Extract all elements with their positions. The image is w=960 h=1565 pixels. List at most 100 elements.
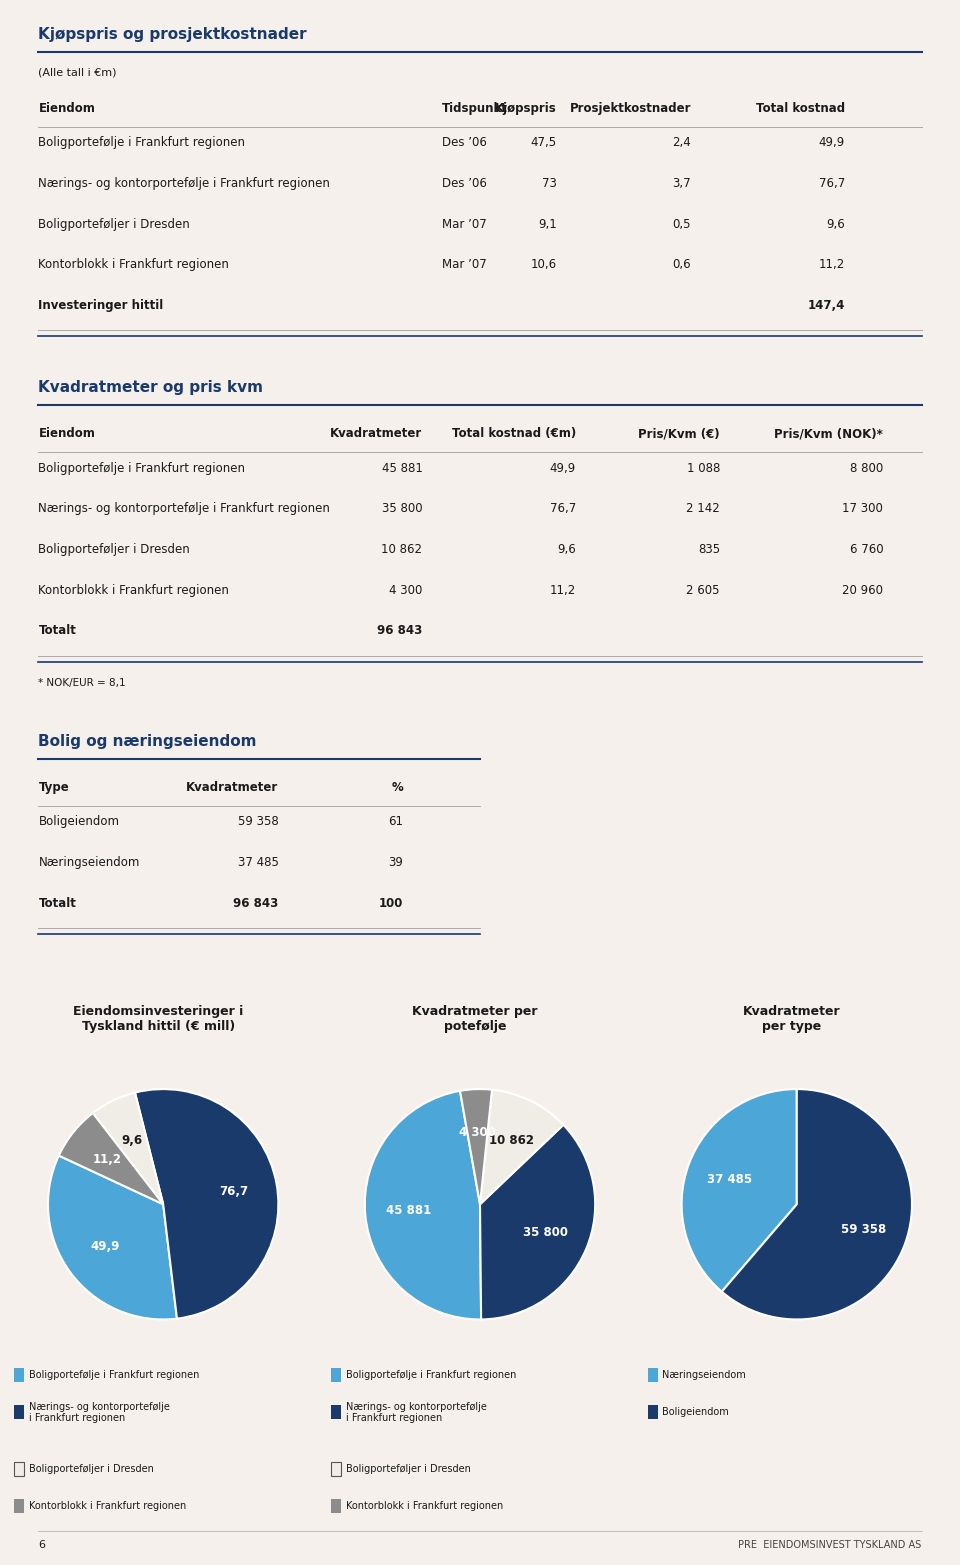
Text: Nærings- og kontorportefølje
i Frankfurt regionen: Nærings- og kontorportefølje i Frankfurt… <box>346 1402 487 1423</box>
Text: Pris/Kvm (€): Pris/Kvm (€) <box>638 427 720 440</box>
Bar <box>331 1499 341 1513</box>
Text: Boligportefølje i Frankfurt regionen: Boligportefølje i Frankfurt regionen <box>346 1369 516 1380</box>
Text: 835: 835 <box>698 543 720 556</box>
Text: Totalt: Totalt <box>38 624 76 637</box>
Text: Nærings- og kontorportefølje
i Frankfurt regionen: Nærings- og kontorportefølje i Frankfurt… <box>29 1402 170 1423</box>
Text: PRE  EIENDOMSINVEST TYSKLAND AS: PRE EIENDOMSINVEST TYSKLAND AS <box>738 1540 922 1549</box>
Text: Næringseiendom: Næringseiendom <box>38 856 140 869</box>
Text: 1 088: 1 088 <box>686 462 720 474</box>
Text: 9,1: 9,1 <box>538 218 557 230</box>
Text: 4 300: 4 300 <box>389 584 422 596</box>
Bar <box>14 1499 24 1513</box>
Wedge shape <box>460 1089 492 1205</box>
Wedge shape <box>682 1089 797 1291</box>
Text: 6: 6 <box>38 1540 45 1549</box>
Text: 37 485: 37 485 <box>237 856 278 869</box>
Text: 35 800: 35 800 <box>523 1225 568 1238</box>
Text: 3,7: 3,7 <box>673 177 691 189</box>
Text: 73: 73 <box>542 177 557 189</box>
Text: Kjøpspris og prosjektkostnader: Kjøpspris og prosjektkostnader <box>38 27 307 42</box>
Wedge shape <box>722 1089 912 1319</box>
Text: Boligporteføljer i Dresden: Boligporteføljer i Dresden <box>38 543 190 556</box>
Text: 11,2: 11,2 <box>550 584 576 596</box>
Text: Boligporteføljer i Dresden: Boligporteføljer i Dresden <box>38 218 190 230</box>
Text: Kontorblokk i Frankfurt regionen: Kontorblokk i Frankfurt regionen <box>38 258 229 271</box>
Text: 49,9: 49,9 <box>550 462 576 474</box>
Bar <box>14 1405 24 1419</box>
Bar <box>331 1368 341 1382</box>
Text: 6 760: 6 760 <box>850 543 883 556</box>
Text: 10 862: 10 862 <box>489 1133 534 1147</box>
Text: Kvadratmeter: Kvadratmeter <box>186 781 278 793</box>
Text: Des ’06: Des ’06 <box>442 136 487 149</box>
Text: 76,7: 76,7 <box>219 1185 248 1197</box>
Text: Kvadratmeter: Kvadratmeter <box>330 427 422 440</box>
Text: 2 142: 2 142 <box>686 502 720 515</box>
Bar <box>14 1462 24 1476</box>
Text: 45 881: 45 881 <box>386 1205 431 1218</box>
Text: 9,6: 9,6 <box>557 543 576 556</box>
Text: 8 800: 8 800 <box>850 462 883 474</box>
Text: 96 843: 96 843 <box>233 897 278 909</box>
Text: Kvadratmeter per
potefølje: Kvadratmeter per potefølje <box>413 1005 538 1033</box>
Text: Kontorblokk i Frankfurt regionen: Kontorblokk i Frankfurt regionen <box>346 1501 503 1512</box>
Wedge shape <box>59 1113 163 1205</box>
Bar <box>648 1368 658 1382</box>
Text: 96 843: 96 843 <box>377 624 422 637</box>
Text: Tidspunkt: Tidspunkt <box>442 102 508 114</box>
Text: 9,6: 9,6 <box>121 1133 142 1147</box>
Text: 2 605: 2 605 <box>686 584 720 596</box>
Text: Næringseiendom: Næringseiendom <box>662 1369 746 1380</box>
Text: 76,7: 76,7 <box>550 502 576 515</box>
Text: 17 300: 17 300 <box>842 502 883 515</box>
Bar <box>14 1368 24 1382</box>
Text: Type: Type <box>38 781 69 793</box>
Text: Boligportefølje i Frankfurt regionen: Boligportefølje i Frankfurt regionen <box>38 462 246 474</box>
Text: 47,5: 47,5 <box>531 136 557 149</box>
Text: Boligeiendom: Boligeiendom <box>38 815 119 828</box>
Text: Eiendomsinvesteringer i
Tyskland hittil (€ mill): Eiendomsinvesteringer i Tyskland hittil … <box>73 1005 244 1033</box>
Text: Totalt: Totalt <box>38 897 76 909</box>
Text: Nærings- og kontorportefølje i Frankfurt regionen: Nærings- og kontorportefølje i Frankfurt… <box>38 177 330 189</box>
Text: %: % <box>392 781 403 793</box>
Text: Des ’06: Des ’06 <box>442 177 487 189</box>
Text: 45 881: 45 881 <box>381 462 422 474</box>
Text: Boligporteføljer i Dresden: Boligporteføljer i Dresden <box>346 1463 470 1474</box>
Text: Pris/Kvm (NOK)*: Pris/Kvm (NOK)* <box>775 427 883 440</box>
Text: 9,6: 9,6 <box>826 218 845 230</box>
Text: Boligeiendom: Boligeiendom <box>662 1407 730 1418</box>
Text: Kvadratmeter og pris kvm: Kvadratmeter og pris kvm <box>38 380 263 396</box>
Text: 100: 100 <box>379 897 403 909</box>
Text: Eiendom: Eiendom <box>38 102 95 114</box>
Bar <box>648 1405 658 1419</box>
Text: Eiendom: Eiendom <box>38 427 95 440</box>
Text: 11,2: 11,2 <box>93 1153 122 1166</box>
Text: Prosjektkostnader: Prosjektkostnader <box>569 102 691 114</box>
Text: Nærings- og kontorportefølje i Frankfurt regionen: Nærings- og kontorportefølje i Frankfurt… <box>38 502 330 515</box>
Text: * NOK/EUR = 8,1: * NOK/EUR = 8,1 <box>38 678 126 687</box>
Text: 4 300: 4 300 <box>459 1127 496 1139</box>
Text: 11,2: 11,2 <box>819 258 845 271</box>
Text: 49,9: 49,9 <box>819 136 845 149</box>
Text: Total kostnad: Total kostnad <box>756 102 845 114</box>
Text: 10 862: 10 862 <box>381 543 422 556</box>
Text: 59 358: 59 358 <box>238 815 278 828</box>
Wedge shape <box>480 1089 564 1205</box>
Text: (Alle tall i €m): (Alle tall i €m) <box>38 67 117 77</box>
Text: 49,9: 49,9 <box>90 1239 120 1252</box>
Bar <box>331 1405 341 1419</box>
Text: 37 485: 37 485 <box>708 1172 753 1186</box>
Text: 20 960: 20 960 <box>842 584 883 596</box>
Text: 61: 61 <box>388 815 403 828</box>
Bar <box>331 1462 341 1476</box>
Wedge shape <box>93 1092 163 1205</box>
Text: Boligportefølje i Frankfurt regionen: Boligportefølje i Frankfurt regionen <box>29 1369 199 1380</box>
Wedge shape <box>135 1089 278 1319</box>
Text: Kvadratmeter
per type: Kvadratmeter per type <box>743 1005 841 1033</box>
Text: Mar ’07: Mar ’07 <box>442 258 487 271</box>
Text: Kjøpspris: Kjøpspris <box>495 102 557 114</box>
Text: 59 358: 59 358 <box>841 1222 886 1236</box>
Text: Investeringer hittil: Investeringer hittil <box>38 299 163 311</box>
Text: Boligporteføljer i Dresden: Boligporteføljer i Dresden <box>29 1463 154 1474</box>
Wedge shape <box>48 1155 177 1319</box>
